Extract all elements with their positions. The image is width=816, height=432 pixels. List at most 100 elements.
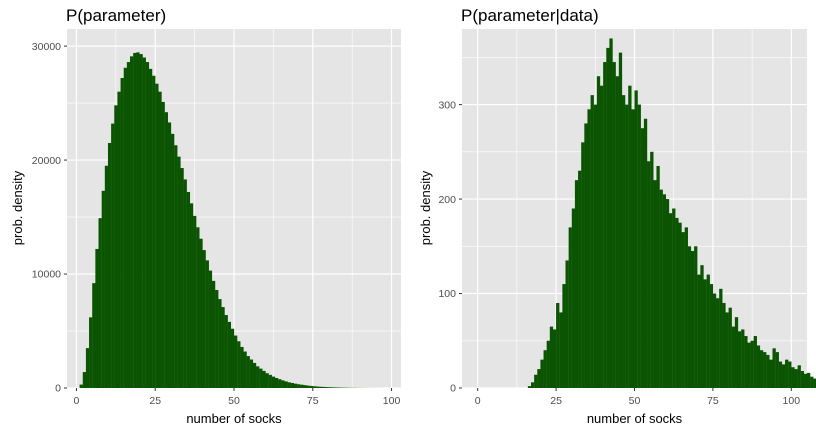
histogram-bar: [92, 283, 96, 388]
histogram-bar: [725, 312, 729, 388]
histogram-bar: [164, 112, 168, 388]
histogram-bar: [675, 217, 679, 388]
histogram-bar: [274, 377, 279, 388]
histogram-bar: [215, 289, 219, 388]
histogram-bar: [637, 104, 641, 388]
histogram-bar: [271, 376, 276, 388]
histogram-bar: [590, 95, 594, 388]
histogram-bar: [747, 342, 751, 388]
histogram-bar: [690, 251, 695, 388]
histogram-bar: [593, 104, 598, 388]
histogram-bar: [703, 279, 707, 388]
histogram-bar: [315, 386, 320, 388]
histogram-bar: [300, 384, 304, 388]
histogram-bar: [167, 122, 172, 388]
histogram-bar: [243, 351, 247, 388]
histogram-bar: [600, 85, 604, 389]
histogram-bar: [581, 142, 585, 388]
left-chart-panel: 0 25 50 75 100 0 10000 20000 30000 P(parameter) nu…: [10, 6, 401, 426]
right-chart-panel: 0 25 50 75 100 0 100 200 300 P(parameter|data) num…: [418, 6, 816, 426]
histogram-bar: [578, 170, 582, 388]
y-tick-label: 20000: [32, 155, 61, 167]
histogram-bar: [734, 317, 739, 388]
histogram-bar: [697, 274, 701, 388]
histogram-bar: [609, 38, 613, 389]
x-tick-label: 75: [307, 395, 319, 407]
histogram-bar: [574, 180, 579, 388]
histogram-bar: [672, 208, 676, 388]
histogram-bar: [224, 315, 228, 388]
y-tick-label: 30000: [32, 41, 61, 53]
histogram-bar: [750, 340, 754, 388]
histogram-bar: [797, 365, 801, 388]
histogram-bar: [759, 350, 764, 388]
histogram-bar: [142, 57, 146, 388]
histogram-bar: [161, 101, 165, 388]
histogram-bar: [309, 385, 313, 388]
histogram-bar: [625, 104, 629, 388]
histogram-bar: [287, 382, 291, 388]
histogram-bar: [810, 376, 814, 388]
y-tick-label: 10000: [32, 269, 61, 281]
histogram-bar: [565, 260, 569, 388]
histogram-bar: [85, 348, 90, 388]
histogram-bar: [152, 75, 156, 388]
histogram-bar: [568, 227, 572, 388]
histogram-bar: [587, 109, 591, 388]
histogram-bar: [694, 246, 698, 388]
histogram-bar: [803, 373, 808, 388]
histogram-bar: [262, 370, 266, 388]
histogram-bar: [177, 156, 181, 388]
histogram-bar: [775, 352, 779, 388]
histogram-bar: [114, 105, 118, 388]
y-tick-label: 0: [55, 383, 61, 395]
histogram-bar: [618, 52, 623, 389]
histogram-bar: [785, 359, 789, 388]
histogram-bar: [240, 346, 244, 388]
y-tick-label: 200: [438, 194, 456, 206]
x-tick-label: 0: [475, 395, 481, 407]
histogram-bar: [211, 280, 216, 388]
histogram-bar: [647, 161, 651, 388]
histogram-bar: [769, 359, 773, 388]
histogram-bar: [728, 307, 732, 388]
chart-title: P(parameter): [66, 6, 166, 25]
histogram-bar: [189, 203, 194, 388]
histogram-bar: [180, 168, 184, 388]
histogram-bar: [237, 341, 241, 388]
histogram-bar: [741, 329, 745, 388]
histogram-bar: [687, 246, 692, 388]
histogram-bar: [653, 180, 657, 388]
histogram-bar: [199, 238, 203, 388]
histogram-bar: [571, 208, 576, 388]
y-tick-label: 0: [450, 383, 456, 395]
histogram-bar: [107, 142, 112, 388]
x-tick-label: 0: [74, 395, 80, 407]
histogram-bar: [218, 299, 222, 388]
histogram-bar: [791, 367, 795, 388]
y-tick-label: 100: [438, 288, 456, 300]
x-tick-label: 25: [149, 395, 161, 407]
histogram-bar: [104, 165, 109, 388]
histogram-bar: [540, 359, 544, 388]
histogram-bar: [319, 386, 323, 388]
histogram-bar: [744, 336, 748, 388]
histogram-bar: [306, 385, 310, 388]
histogram-bar: [527, 386, 532, 388]
histogram-bar: [193, 215, 197, 388]
histogram-bar: [148, 68, 153, 388]
histogram-bar: [621, 95, 626, 388]
histogram-bar: [731, 326, 736, 388]
bars: [79, 52, 386, 389]
histogram-bar: [117, 91, 121, 388]
histogram-bar: [111, 123, 115, 388]
histogram-bar: [120, 78, 124, 388]
histogram-bar: [126, 62, 131, 389]
histogram-bar: [656, 165, 660, 388]
histogram-bar: [788, 361, 792, 388]
x-tick-label: 100: [383, 395, 401, 407]
histogram-bar: [709, 284, 714, 388]
histogram-bar: [756, 345, 761, 388]
histogram-bar: [659, 189, 663, 388]
